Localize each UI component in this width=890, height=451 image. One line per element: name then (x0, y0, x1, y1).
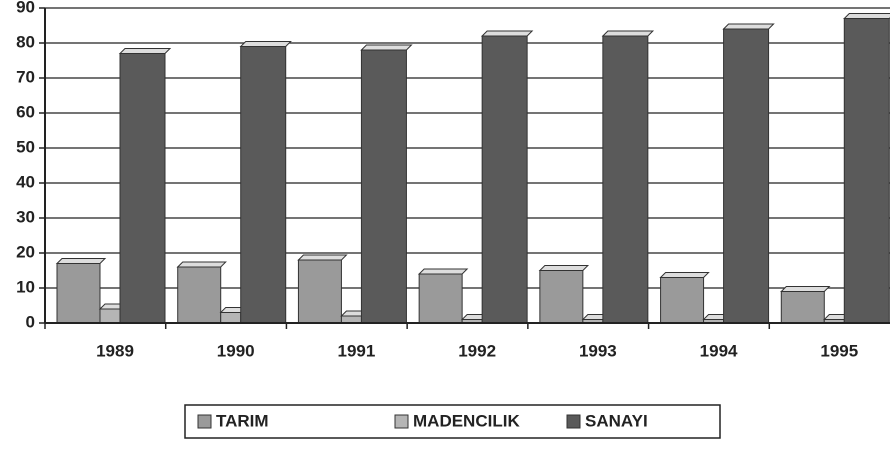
bar (539, 270, 584, 324)
bar-top (118, 48, 172, 54)
y-tick-label: 30 (16, 207, 35, 226)
y-tick-label: 10 (16, 277, 35, 296)
bar (660, 277, 705, 324)
bar-top (480, 30, 534, 37)
bar (99, 308, 121, 324)
bar-top (601, 30, 655, 37)
legend-swatch (197, 414, 212, 429)
bar-top (780, 286, 831, 292)
x-tick-label: 1995 (820, 341, 858, 360)
y-tick-label: 80 (16, 32, 35, 51)
bar-top (843, 13, 890, 19)
legend-label: TARIM (216, 411, 269, 430)
bar-top (538, 265, 590, 271)
bar (418, 273, 463, 324)
x-tick-label: 1994 (700, 341, 738, 360)
bar (723, 28, 770, 324)
bar-top (239, 41, 292, 47)
bar (843, 18, 890, 324)
bar (780, 291, 825, 324)
y-tick-label: 0 (26, 312, 35, 331)
y-tick-label: 90 (16, 0, 35, 16)
bar (240, 46, 287, 324)
bar-top (722, 23, 775, 30)
bar-top (176, 261, 227, 268)
bar (119, 53, 166, 324)
x-tick-label: 1992 (458, 341, 496, 360)
y-tick-label: 60 (16, 102, 35, 121)
y-tick-label: 20 (16, 242, 35, 261)
bar (360, 49, 407, 324)
bar-top (360, 44, 413, 51)
legend-swatch (566, 414, 581, 429)
bar (177, 266, 222, 324)
bar-top (417, 268, 469, 275)
legend-label: MADENCILIK (413, 411, 520, 430)
bar (481, 35, 528, 324)
bar (340, 315, 362, 324)
legend-box (184, 404, 721, 439)
legend-label: SANAYI (585, 411, 648, 430)
x-tick-label: 1990 (217, 341, 255, 360)
x-tick-label: 1991 (338, 341, 376, 360)
bar (220, 312, 242, 324)
bar (297, 259, 342, 324)
bar-top (659, 272, 710, 278)
y-tick-label: 70 (16, 67, 35, 86)
bar-top (55, 258, 107, 264)
x-tick-label: 1993 (579, 341, 617, 360)
y-tick-label: 50 (16, 137, 35, 156)
x-tick-label: 1989 (96, 341, 134, 360)
legend-swatch (394, 414, 409, 429)
y-tick-label: 40 (16, 172, 35, 191)
bar-top (297, 254, 348, 261)
bar (602, 35, 649, 324)
bar (56, 263, 101, 324)
